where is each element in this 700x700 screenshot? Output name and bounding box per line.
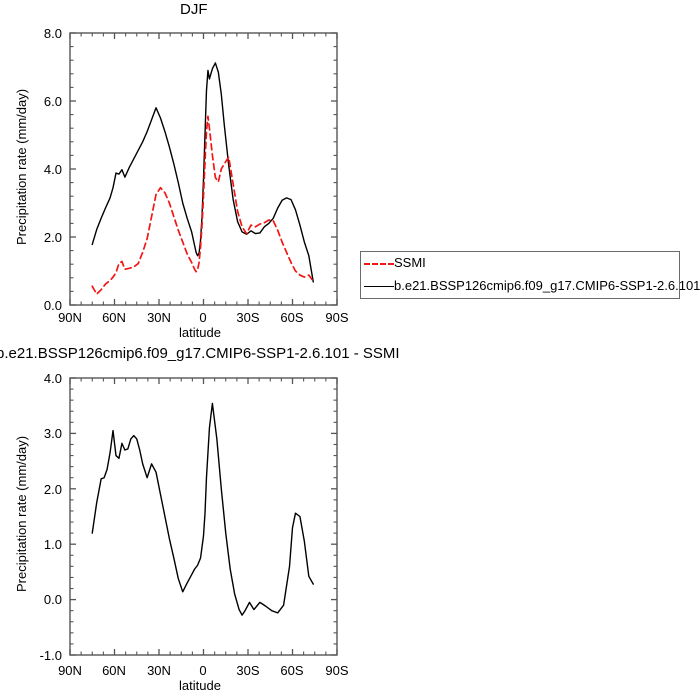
bottom-xtick-30N: 30N (147, 663, 171, 678)
series-line-0 (91, 402, 314, 616)
legend-label-model: b.e21.BSSP126cmip6.f09_g17.CMIP6-SSP1-2.… (394, 278, 700, 293)
bottom-xtick-90S: 90S (325, 663, 349, 678)
legend: SSMI b.e21.BSSP126cmip6.f09_g17.CMIP6-SS… (360, 251, 700, 299)
top-xtick-90S: 90S (325, 310, 349, 325)
top-ytick-0: 0.0 (43, 298, 62, 313)
bottom-panel-curves (91, 402, 314, 616)
top-panel-curves (91, 62, 315, 295)
top-xtick-30N: 30N (147, 310, 171, 325)
bottom-ytick-neg1: -1.0 (39, 648, 62, 663)
top-panel-title: DJF (180, 1, 208, 18)
legend-label-ssmi: SSMI (394, 255, 426, 270)
top-ytick-8: 8.0 (43, 26, 62, 41)
legend-entry-model[interactable]: b.e21.BSSP126cmip6.f09_g17.CMIP6-SSP1-2.… (361, 275, 700, 299)
bottom-xtick-60N: 60N (102, 663, 126, 678)
legend-line-dashed-red (364, 263, 394, 265)
bottom-xtick-60S: 60S (280, 663, 304, 678)
bottom-ytick-4: 4.0 (43, 371, 62, 386)
top-ytick-6: 6.0 (43, 94, 62, 109)
legend-line-solid-black (364, 286, 394, 287)
bottom-ytick-3: 3.0 (43, 426, 62, 441)
bottom-xtick-90N: 90N (58, 663, 82, 678)
bottom-xtick-0: 0 (199, 663, 207, 678)
top-panel-x-axis-label: latitude (179, 325, 221, 340)
bottom-panel-frame (69, 377, 338, 656)
bottom-panel-x-axis-label: latitude (179, 678, 221, 693)
legend-entry-ssmi[interactable]: SSMI (361, 252, 679, 276)
top-xtick-60S: 60S (280, 310, 304, 325)
top-ytick-4: 4.0 (43, 162, 62, 177)
bottom-panel-title: b.e21.BSSP126cmip6.f09_g17.CMIP6-SSP1-2.… (0, 345, 400, 362)
top-xtick-90N: 90N (58, 310, 82, 325)
top-panel-ticks (69, 32, 338, 306)
bottom-ytick-0: 0.0 (43, 592, 62, 607)
series-line-1 (91, 115, 315, 295)
bottom-panel-ticks (69, 377, 338, 656)
series-line-0 (91, 62, 314, 283)
top-xtick-0: 0 (199, 310, 207, 325)
top-xtick-30S: 30S (236, 310, 260, 325)
bottom-xtick-30S: 30S (236, 663, 260, 678)
bottom-ytick-2: 2.0 (43, 482, 62, 497)
top-xtick-60N: 60N (102, 310, 126, 325)
bottom-ytick-1: 1.0 (43, 537, 62, 552)
top-ytick-2: 2.0 (43, 230, 62, 245)
